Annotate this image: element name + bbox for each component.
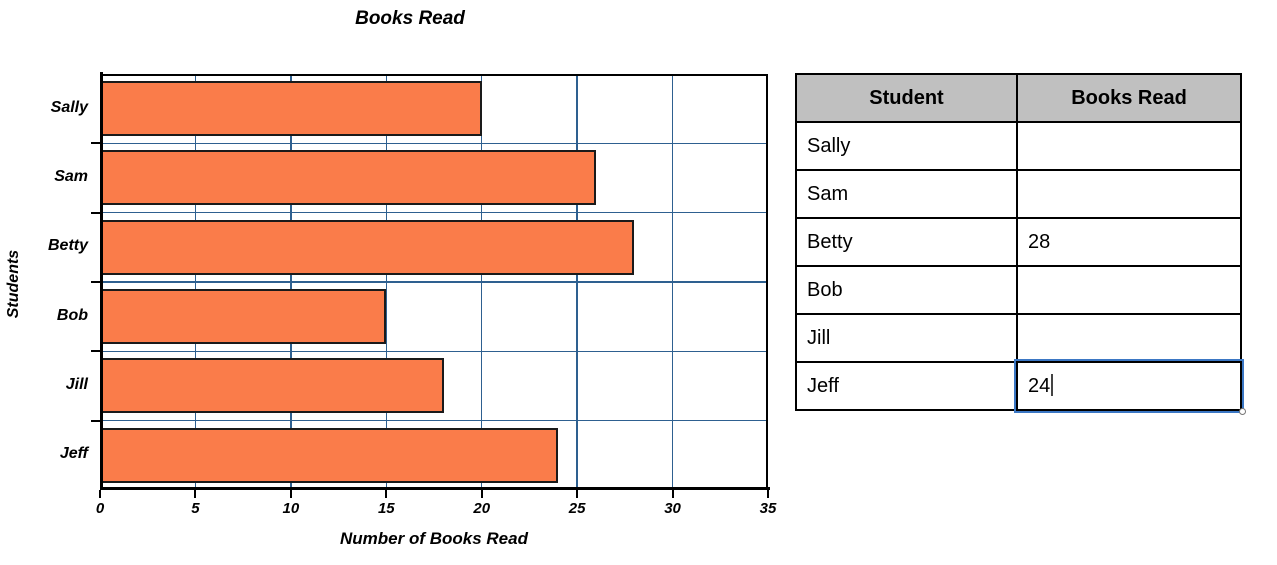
books-read-cell[interactable]	[1016, 169, 1242, 219]
books-read-cell[interactable]: 28	[1016, 217, 1242, 267]
y-axis-tick	[91, 142, 100, 145]
books-read-value: 28	[1028, 230, 1051, 253]
student-cell: Sally	[795, 121, 1018, 171]
table-row-jill: Jill	[795, 313, 1242, 363]
category-label-sally: Sally	[50, 98, 88, 116]
data-entry-table-container: Student Books Read Sally Sam Betty 28 Bob Jill…	[795, 73, 1246, 415]
chart-title: Books Read	[355, 8, 465, 29]
category-label-betty: Betty	[47, 237, 88, 255]
x-tick-label: 0	[95, 500, 105, 517]
books-read-cell[interactable]	[1016, 121, 1242, 171]
plot-border-top	[100, 74, 768, 76]
table-row-sam: Sam	[795, 169, 1242, 219]
x-tick-label: 30	[664, 500, 681, 517]
x-axis-tick	[480, 490, 483, 498]
y-axis-tick	[91, 211, 100, 214]
x-axis-tick	[194, 490, 197, 498]
bar-jill	[100, 358, 444, 414]
table-header-student: Student	[795, 73, 1018, 123]
table-row-sally: Sally	[795, 121, 1242, 171]
category-label-sam: Sam	[54, 168, 88, 185]
x-axis-tick	[671, 490, 674, 498]
student-cell: Jeff	[795, 361, 1018, 411]
selection-handle-icon[interactable]	[1239, 408, 1246, 415]
x-tick-label: 10	[282, 500, 300, 517]
student-cell: Sam	[795, 169, 1018, 219]
y-axis-label: Students	[5, 249, 22, 319]
x-axis-tick	[289, 490, 292, 498]
category-label-jill: Jill	[65, 376, 88, 393]
x-tick-label: 20	[473, 500, 491, 517]
table-row-bob: Bob	[795, 265, 1242, 315]
books-read-value: 24	[1028, 374, 1051, 397]
student-cell: Betty	[795, 217, 1018, 267]
h-gridline	[100, 419, 768, 422]
books-read-cell[interactable]: 24	[1014, 359, 1246, 415]
bar-sam	[100, 150, 597, 206]
y-axis-tick	[91, 350, 100, 353]
y-axis-tick	[91, 281, 100, 283]
table-row-jeff: Jeff 24	[795, 359, 1246, 415]
y-axis-tick	[91, 419, 100, 422]
h-gridline	[100, 350, 768, 353]
plot-border-right	[766, 74, 768, 490]
x-axis-label: Number of Books Read	[340, 529, 528, 548]
student-cell: Bob	[795, 265, 1018, 315]
h-gridline	[100, 281, 768, 283]
table-header-books-read: Books Read	[1016, 73, 1242, 123]
x-tick-label: 25	[568, 500, 586, 517]
y-axis-line	[100, 72, 103, 490]
table-header-row: Student Books Read	[795, 73, 1242, 123]
x-tick-label: 35	[759, 500, 777, 517]
x-axis-line	[100, 487, 770, 490]
category-label-bob: Bob	[56, 306, 88, 324]
books-read-cell[interactable]	[1016, 313, 1242, 363]
h-gridline	[100, 142, 768, 145]
x-tick-label: 15	[377, 500, 395, 517]
x-axis-tick	[576, 490, 579, 498]
category-label-jeff: Jeff	[59, 445, 88, 463]
bar-jeff	[100, 427, 559, 483]
bar-bob	[100, 289, 387, 344]
x-tick-label: 5	[191, 500, 200, 517]
bar-sally	[100, 81, 482, 136]
data-entry-table: Student Books Read Sally Sam Betty 28 Bob Jill…	[795, 73, 1246, 415]
text-cursor-icon	[1051, 374, 1053, 397]
x-axis-tick	[99, 490, 101, 498]
books-read-cell[interactable]	[1016, 265, 1242, 315]
x-axis-tick	[767, 490, 769, 498]
table-row-betty: Betty 28	[795, 217, 1242, 267]
bar-betty	[100, 219, 635, 275]
student-cell: Jill	[795, 313, 1018, 363]
x-axis-tick	[385, 490, 388, 498]
plot-area	[91, 72, 770, 498]
h-gridline	[100, 211, 768, 214]
